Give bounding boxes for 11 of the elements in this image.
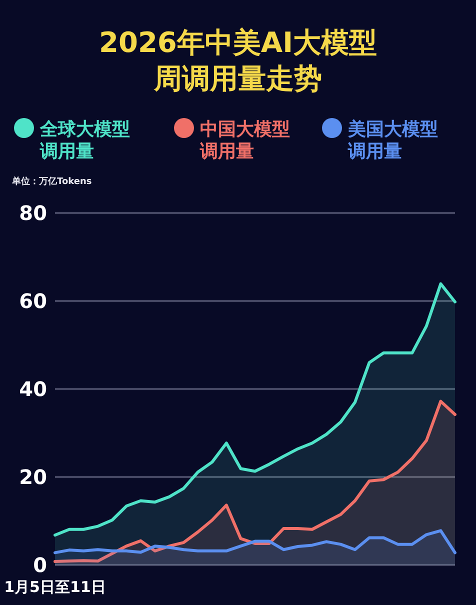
chart-title: 2026年中美AI大模型周调用量走势 [98, 26, 378, 95]
x-tick-label: 1月5日至11日 [4, 578, 106, 596]
legend-label: 中国大模型调用量 [199, 119, 290, 162]
y-tick-label: 80 [19, 201, 47, 225]
legend-label: 美国大模型调用量 [347, 119, 438, 162]
y-tick-label: 20 [19, 465, 47, 489]
y-axis-title: 单位：万亿Tokens [11, 176, 92, 187]
y-tick-label: 0 [33, 553, 47, 577]
y-tick-label: 40 [19, 377, 47, 401]
y-tick-label: 60 [19, 289, 47, 313]
legend-label: 全球大模型调用量 [39, 119, 130, 162]
